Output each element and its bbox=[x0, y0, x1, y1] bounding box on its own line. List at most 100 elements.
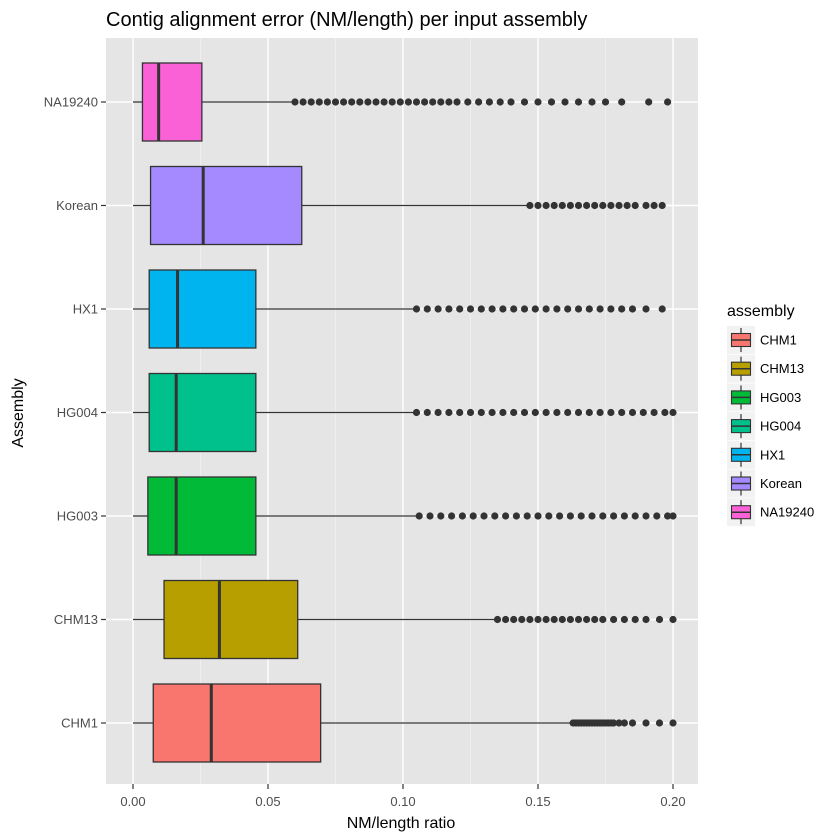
outlier-point bbox=[558, 201, 566, 210]
outlier-point bbox=[645, 98, 653, 106]
legend-title: assembly bbox=[727, 303, 795, 320]
outlier-point bbox=[534, 98, 542, 106]
outlier-point bbox=[566, 615, 575, 624]
outlier-point bbox=[453, 98, 461, 106]
y-tick-label: CHM1 bbox=[61, 716, 98, 731]
outlier-point bbox=[618, 408, 626, 417]
outlier-point bbox=[558, 615, 566, 624]
outlier-point bbox=[574, 201, 583, 210]
outlier-point bbox=[526, 615, 534, 624]
outlier-point bbox=[545, 512, 553, 520]
outlier-point bbox=[507, 98, 515, 106]
outlier-point bbox=[650, 408, 658, 417]
y-tick-label: HG003 bbox=[57, 509, 98, 524]
outlier-point bbox=[434, 305, 442, 313]
outlier-point bbox=[456, 305, 464, 313]
outlier-point bbox=[628, 305, 637, 313]
outlier-point bbox=[561, 98, 569, 106]
outlier-point bbox=[429, 98, 437, 106]
outlier-point bbox=[502, 512, 510, 520]
outlier-point bbox=[502, 615, 510, 624]
outlier-point bbox=[631, 615, 639, 624]
y-tick-label: HX1 bbox=[73, 302, 98, 317]
box-iqr bbox=[148, 372, 257, 453]
outlier-point bbox=[480, 512, 488, 520]
outlier-point bbox=[531, 305, 539, 313]
outlier-point bbox=[488, 408, 496, 417]
outlier-point bbox=[466, 408, 475, 417]
outlier-point bbox=[574, 408, 583, 417]
legend-label: HG004 bbox=[760, 419, 801, 434]
outlier-point bbox=[445, 305, 453, 313]
box-korean bbox=[133, 165, 666, 246]
outlier-point bbox=[585, 305, 593, 313]
outlier-point bbox=[542, 305, 550, 313]
box-iqr bbox=[147, 476, 257, 556]
legend-key-chm1 bbox=[727, 326, 755, 354]
outlier-point bbox=[518, 615, 526, 624]
outlier-point bbox=[526, 201, 534, 210]
outlier-point bbox=[599, 615, 607, 624]
x-tick-label: 0.10 bbox=[390, 794, 415, 809]
box-iqr bbox=[141, 62, 203, 142]
outlier-point bbox=[499, 408, 507, 417]
outlier-point bbox=[434, 408, 442, 417]
outlier-point bbox=[396, 98, 404, 106]
outlier-point bbox=[534, 615, 542, 624]
outlier-point bbox=[639, 408, 647, 417]
outlier-point bbox=[448, 512, 456, 520]
outlier-point bbox=[658, 305, 666, 313]
y-axis: CHM1 CHM13 HG003 HG004 HX1 Korean NA19240 bbox=[44, 95, 106, 731]
outlier-point bbox=[493, 615, 502, 624]
outlier-point bbox=[445, 98, 453, 106]
outlier-point bbox=[585, 408, 593, 417]
outlier-point bbox=[550, 201, 558, 210]
chart-title: Contig alignment error (NM/length) per i… bbox=[106, 9, 587, 31]
legend-label: NA19240 bbox=[760, 505, 814, 520]
box-hx1 bbox=[133, 269, 666, 349]
x-axis-title: NM/length ratio bbox=[347, 815, 456, 832]
outlier-point bbox=[628, 408, 637, 417]
outlier-point bbox=[512, 512, 521, 520]
outlier-point bbox=[331, 98, 340, 106]
outlier-point bbox=[510, 305, 518, 313]
outlier-point bbox=[553, 305, 561, 313]
legend-key-korean bbox=[727, 469, 755, 498]
outlier-point bbox=[477, 408, 485, 417]
outlier-point bbox=[669, 512, 677, 520]
outlier-point bbox=[356, 98, 364, 106]
outlier-point bbox=[583, 201, 591, 210]
outlier-point bbox=[412, 305, 421, 313]
outlier-point bbox=[488, 305, 496, 313]
outlier-point bbox=[650, 201, 658, 210]
outlier-point bbox=[445, 408, 453, 417]
outlier-point bbox=[550, 615, 558, 624]
outlier-point bbox=[658, 201, 666, 210]
outlier-point bbox=[615, 719, 623, 727]
outlier-point bbox=[523, 512, 531, 520]
outlier-point bbox=[423, 408, 431, 417]
legend-key-hg003 bbox=[727, 383, 755, 412]
outlier-point bbox=[469, 512, 477, 520]
legend-key-na19240 bbox=[727, 498, 755, 527]
outlier-point bbox=[542, 408, 550, 417]
outlier-point bbox=[599, 512, 607, 520]
outlier-point bbox=[499, 305, 507, 313]
outlier-point bbox=[566, 201, 575, 210]
outlier-point bbox=[542, 201, 550, 210]
outlier-point bbox=[669, 719, 677, 727]
outlier-point bbox=[628, 719, 637, 727]
outlier-point bbox=[564, 408, 572, 417]
x-tick-label: 0.05 bbox=[255, 794, 280, 809]
outlier-point bbox=[388, 98, 396, 106]
outlier-point bbox=[421, 98, 429, 106]
legend-key-hx1 bbox=[727, 440, 755, 469]
outlier-point bbox=[620, 512, 629, 520]
outlier-point bbox=[591, 201, 599, 210]
outlier-point bbox=[348, 98, 356, 106]
outlier-point bbox=[620, 719, 629, 727]
outlier-point bbox=[610, 719, 618, 727]
legend: assembly CHM1 CHM13 HG003 HG004 HX1 Korean NA1… bbox=[727, 303, 814, 527]
outlier-point bbox=[415, 512, 423, 520]
outlier-point bbox=[642, 305, 650, 313]
